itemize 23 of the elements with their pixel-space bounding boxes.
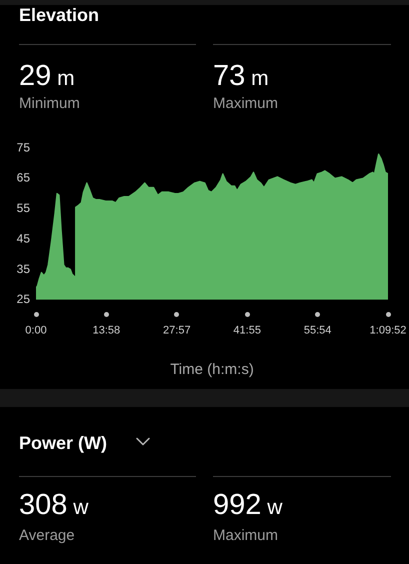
text: Power (W)	[19, 432, 107, 454]
chart-title: Elevation	[19, 4, 100, 26]
text: 308 w	[19, 488, 88, 520]
y-tick-label: 45	[16, 231, 30, 246]
x-tick-label: 0:00	[25, 324, 47, 336]
y-tick-label: 55	[16, 201, 30, 216]
y-tick-label: 75	[16, 140, 30, 154]
x-tick-label: 41:55	[233, 324, 261, 336]
text: Minimum	[19, 94, 80, 113]
y-tick-label: 25	[16, 292, 30, 306]
y-tick-label: 35	[16, 262, 30, 276]
text: Maximum	[213, 526, 278, 544]
text: 29 m	[19, 60, 75, 92]
text: 992 w	[213, 488, 282, 520]
text: 73 m	[213, 60, 269, 92]
y-tick-label: 65	[16, 170, 30, 185]
x-axis-title: Time (h:m:s)	[170, 361, 254, 378]
x-tick-label: 13:58	[92, 324, 120, 336]
text: Maximum	[213, 94, 278, 113]
x-tick-label: 1:09:52	[370, 324, 406, 336]
text: Average	[19, 526, 75, 544]
x-tick-label: 55:54	[304, 324, 332, 336]
x-tick-label: 27:57	[163, 324, 191, 336]
